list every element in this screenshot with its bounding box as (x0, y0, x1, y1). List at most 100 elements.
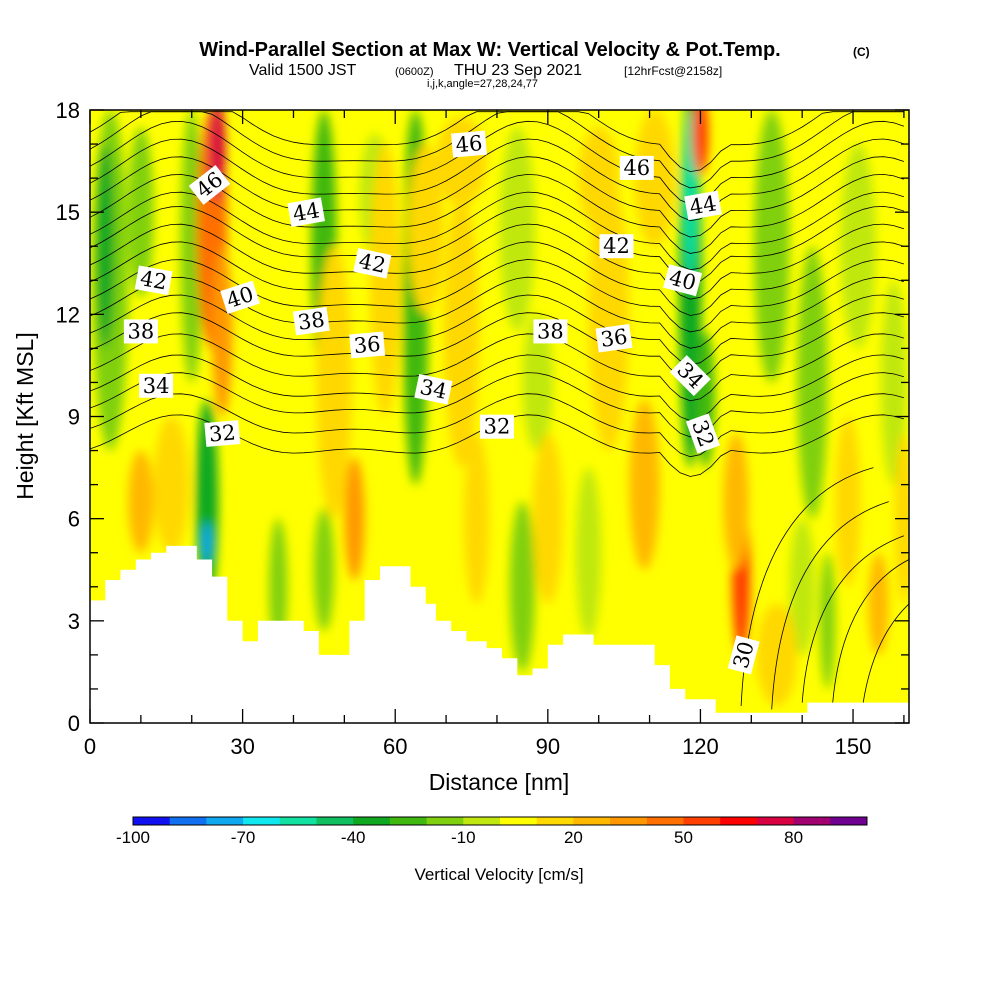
copyright-mark: (C) (853, 45, 870, 59)
velocity-cell (723, 433, 749, 570)
colorbar-tick-label: 20 (564, 828, 583, 847)
x-axis: 0 30 60 90 120 150 (84, 110, 905, 759)
contour-label-text: 38 (537, 319, 564, 343)
theta-contour (90, 205, 905, 284)
velocity-cell (532, 433, 564, 604)
contour-label: 40 (663, 264, 703, 297)
velocity-cell (499, 127, 536, 332)
theta-contour (90, 333, 905, 402)
y-axis-label: Height [Kft MSL] (12, 332, 38, 499)
colorbar-swatch (756, 817, 795, 825)
velocity-cell (128, 450, 154, 553)
contour-label: 38 (123, 319, 158, 344)
velocity-cell (153, 416, 190, 553)
velocity-cell (212, 246, 233, 417)
colorbar-swatch (426, 817, 464, 825)
y-tick-label: 9 (68, 405, 80, 430)
contour-label-text: 38 (128, 319, 155, 343)
contour-label-box (669, 355, 711, 397)
colorbar-swatch (389, 817, 428, 825)
theta-contour-low (771, 501, 889, 710)
chart-title: Wind-Parallel Section at Max W: Vertical… (199, 39, 780, 61)
velocity-cell (128, 127, 154, 298)
contour-label: 40 (220, 280, 260, 314)
theta-contour (90, 259, 905, 333)
colorbar-tick-label: 80 (784, 828, 803, 847)
colorbar-tick-label: 50 (674, 828, 693, 847)
velocity-cell (575, 467, 602, 638)
colorbar-swatch (536, 817, 574, 825)
contour-label: 38 (292, 306, 330, 336)
x-tick-label: 30 (230, 734, 254, 759)
velocity-cell (756, 603, 798, 706)
contour-label-box (451, 130, 487, 158)
subtitle-valid: Valid 1500 JST (249, 62, 357, 79)
velocity-cell (868, 552, 889, 655)
contour-label-text: 44 (291, 198, 321, 226)
contour-label-box (595, 323, 633, 353)
velocity-cell (313, 508, 335, 632)
contour-label-text: 42 (603, 234, 630, 258)
colorbar-tick-label: -10 (451, 828, 476, 847)
contour-label: 32 (204, 420, 241, 447)
contour-label-text: 44 (688, 191, 718, 219)
theta-contour (90, 241, 905, 316)
contour-label-box (684, 190, 722, 221)
y-tick-label: 0 (68, 711, 80, 736)
contour-label-text: 34 (418, 375, 449, 404)
colorbar-swatch (500, 817, 538, 825)
y-tick-label: 3 (68, 609, 80, 634)
contour-label-box (134, 265, 173, 296)
x-tick-label: 120 (682, 734, 719, 759)
contour-label: 42 (599, 234, 634, 259)
velocity-cell (753, 110, 790, 383)
contour-label: 38 (533, 319, 568, 344)
vertical-velocity-field (90, 110, 909, 723)
contour-label-box (188, 164, 231, 205)
y-tick-label: 12 (56, 302, 80, 327)
colorbar: -100 -70 -40 -10 20 50 80 (116, 816, 868, 847)
contour-label-box (663, 264, 703, 297)
contour-label: 34 (139, 373, 174, 398)
contour-label-box (349, 331, 386, 359)
contour-label: 44 (684, 190, 722, 221)
colorbar-swatch (279, 817, 317, 825)
theta-contour (90, 372, 905, 438)
contour-label: 44 (287, 197, 326, 227)
theta-contour (90, 223, 905, 300)
theta-contour (90, 156, 905, 238)
velocity-cell (509, 501, 536, 672)
velocity-cell (629, 399, 660, 570)
velocity-cell (881, 280, 907, 485)
contour-label: 34 (414, 374, 453, 405)
colorbar-label: Vertical Velocity [cm/s] (414, 865, 583, 884)
contour-label-box (287, 197, 326, 227)
y-tick-label: 18 (56, 98, 80, 123)
velocity-cell (201, 522, 213, 563)
subtitle-indices: i,j,k,angle=27,28,24,77 (427, 78, 538, 90)
theta-contour-low (862, 603, 909, 703)
velocity-cell (819, 552, 836, 689)
contour-label-box (123, 319, 158, 344)
theta-contour (90, 354, 905, 422)
velocity-cell (96, 144, 115, 349)
theta-contour-low (801, 535, 905, 703)
contour-label-text: 36 (353, 332, 382, 358)
y-tick-label: 15 (56, 200, 80, 225)
subtitle-utc: (0600Z) (395, 66, 434, 78)
theta-contour (90, 312, 905, 382)
contour-label-box (619, 155, 654, 180)
contour-label: 36 (349, 331, 386, 359)
contour-label-text: 32 (208, 420, 237, 446)
colorbar-frame (132, 816, 868, 826)
contour-label-text: 42 (357, 249, 388, 278)
colorbar-tick-label: -100 (116, 828, 150, 847)
contour-label: 32 (480, 414, 514, 439)
x-tick-label: 0 (84, 734, 96, 759)
velocity-cell (195, 399, 219, 604)
colorbar-swatch (830, 817, 868, 825)
contour-label-box (292, 306, 330, 336)
contour-label-box (685, 413, 721, 454)
